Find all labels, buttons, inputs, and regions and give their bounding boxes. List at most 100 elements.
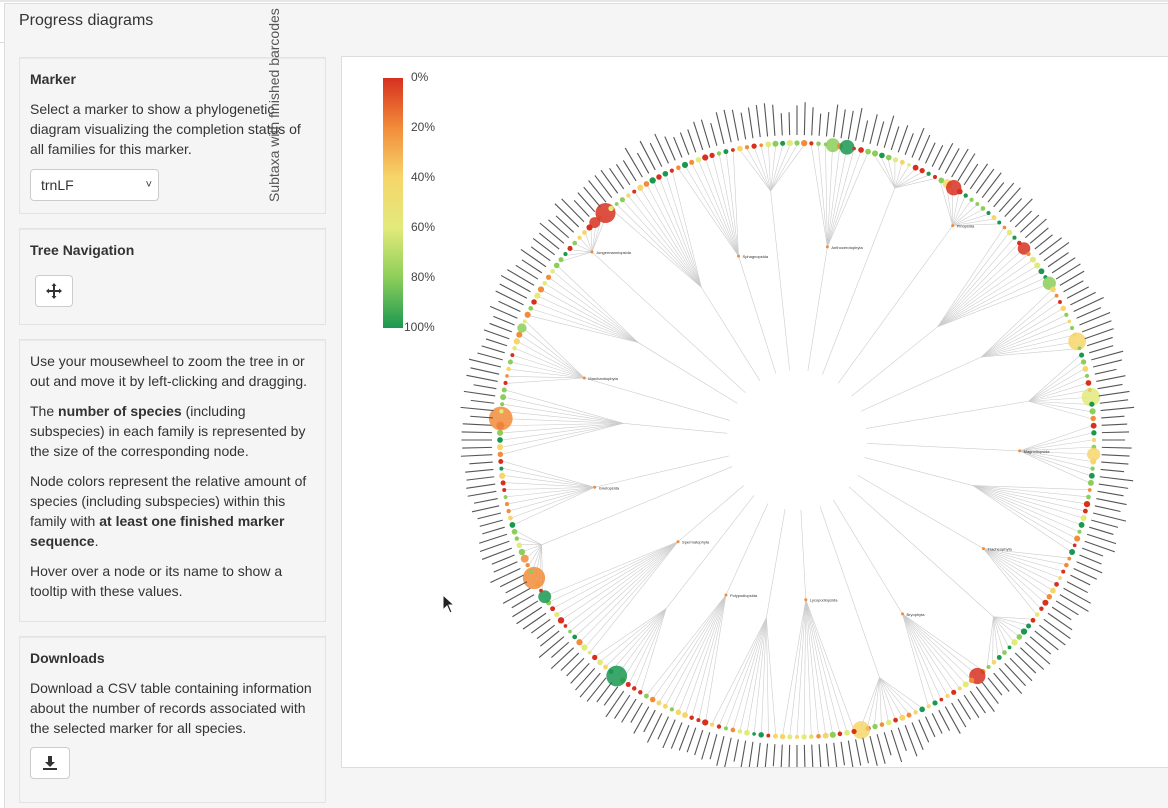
family-node[interactable] — [773, 733, 778, 739]
family-node[interactable] — [1016, 634, 1023, 640]
family-node[interactable] — [510, 353, 515, 358]
family-node[interactable] — [1002, 225, 1007, 230]
family-node[interactable] — [626, 193, 631, 198]
family-label-mark[interactable] — [938, 142, 954, 171]
family-label-mark[interactable] — [467, 490, 497, 497]
family-node[interactable] — [702, 719, 709, 726]
family-label-mark[interactable] — [869, 114, 878, 144]
family-node[interactable] — [871, 150, 879, 157]
family-node[interactable] — [956, 188, 963, 195]
family-label-mark[interactable] — [803, 744, 806, 767]
family-node[interactable] — [731, 148, 735, 152]
family-node[interactable] — [1085, 380, 1092, 386]
family-label-mark[interactable] — [662, 719, 676, 749]
family-label-mark[interactable] — [570, 662, 590, 684]
taxon-label[interactable]: Tracheophyta — [987, 547, 1012, 552]
taxon-node[interactable] — [825, 245, 829, 249]
family-node[interactable] — [919, 706, 925, 713]
family-node[interactable] — [1034, 262, 1041, 269]
family-label-mark[interactable] — [840, 109, 846, 139]
family-label-mark[interactable] — [615, 164, 631, 186]
family-node[interactable] — [899, 159, 905, 165]
taxon-label[interactable]: Pinopsida — [957, 224, 975, 229]
family-label-mark[interactable] — [1029, 227, 1049, 244]
family-node[interactable] — [906, 712, 912, 718]
family-label-mark[interactable] — [1086, 336, 1113, 347]
family-node[interactable] — [558, 257, 564, 263]
family-node[interactable] — [851, 728, 857, 735]
family-node[interactable] — [497, 437, 503, 443]
family-node[interactable] — [505, 374, 509, 378]
family-node[interactable] — [1039, 606, 1044, 611]
family-label-mark[interactable] — [493, 561, 518, 573]
family-label-mark[interactable] — [633, 706, 650, 734]
family-node[interactable] — [913, 710, 918, 715]
family-label-mark[interactable] — [489, 322, 513, 333]
family-label-mark[interactable] — [911, 722, 924, 751]
family-label-mark[interactable] — [803, 102, 806, 136]
family-node[interactable] — [951, 689, 957, 695]
family-node[interactable] — [1068, 332, 1087, 351]
family-label-mark[interactable] — [963, 694, 980, 719]
family-label-mark[interactable] — [630, 702, 643, 723]
family-node[interactable] — [572, 240, 578, 246]
family-label-mark[interactable] — [462, 423, 493, 426]
family-node[interactable] — [514, 536, 520, 541]
family-node[interactable] — [1046, 594, 1052, 600]
family-node[interactable] — [528, 305, 534, 311]
family-node[interactable] — [524, 311, 531, 318]
family-node[interactable] — [557, 617, 565, 624]
family-node[interactable] — [962, 681, 969, 688]
family-node[interactable] — [1064, 562, 1069, 568]
family-node[interactable] — [809, 141, 814, 146]
family-label-mark[interactable] — [461, 431, 493, 434]
family-node[interactable] — [638, 690, 643, 695]
family-node[interactable] — [1060, 305, 1066, 312]
family-node[interactable] — [957, 686, 962, 691]
family-label-mark[interactable] — [897, 125, 909, 153]
family-label-mark[interactable] — [969, 163, 989, 190]
family-label-mark[interactable] — [561, 198, 585, 223]
family-node[interactable] — [1011, 639, 1018, 646]
family-label-mark[interactable] — [1051, 257, 1076, 274]
family-node[interactable] — [499, 409, 504, 414]
family-node[interactable] — [522, 319, 527, 324]
family-label-mark[interactable] — [944, 706, 961, 734]
family-node[interactable] — [986, 210, 991, 216]
family-node[interactable] — [1083, 500, 1091, 508]
family-label-mark[interactable] — [460, 406, 494, 412]
family-label-mark[interactable] — [1070, 291, 1096, 306]
family-node[interactable] — [1057, 299, 1062, 304]
taxon-label[interactable]: Gnetopsida — [599, 485, 620, 490]
family-node[interactable] — [723, 726, 728, 731]
family-node[interactable] — [772, 140, 779, 147]
family-node[interactable] — [1072, 543, 1077, 548]
family-label-mark[interactable] — [890, 126, 900, 151]
family-label-mark[interactable] — [530, 246, 551, 262]
family-label-mark[interactable] — [649, 142, 663, 167]
family-label-mark[interactable] — [931, 713, 943, 734]
family-label-mark[interactable] — [678, 724, 690, 751]
family-label-mark[interactable] — [1091, 519, 1119, 528]
family-label-mark[interactable] — [1076, 561, 1103, 574]
family-node[interactable] — [1012, 235, 1017, 240]
family-label-mark[interactable] — [847, 740, 854, 767]
taxon-label[interactable]: Sphagnopsida — [743, 254, 769, 259]
family-label-mark[interactable] — [987, 677, 1003, 696]
family-label-mark[interactable] — [1091, 350, 1124, 361]
family-node[interactable] — [912, 164, 919, 171]
family-node[interactable] — [837, 731, 843, 737]
family-label-mark[interactable] — [998, 187, 1021, 213]
family-node[interactable] — [919, 168, 925, 174]
family-label-mark[interactable] — [862, 120, 869, 143]
family-label-mark[interactable] — [473, 384, 497, 390]
family-label-mark[interactable] — [1089, 345, 1114, 354]
family-label-mark[interactable] — [855, 739, 862, 766]
family-label-mark[interactable] — [477, 512, 501, 520]
family-label-mark[interactable] — [499, 283, 528, 299]
family-label-mark[interactable] — [466, 476, 495, 481]
family-label-mark[interactable] — [555, 215, 575, 233]
taxon-label[interactable]: Lycopodiopsida — [810, 598, 838, 603]
family-label-mark[interactable] — [931, 145, 944, 167]
family-node[interactable] — [1067, 319, 1072, 324]
